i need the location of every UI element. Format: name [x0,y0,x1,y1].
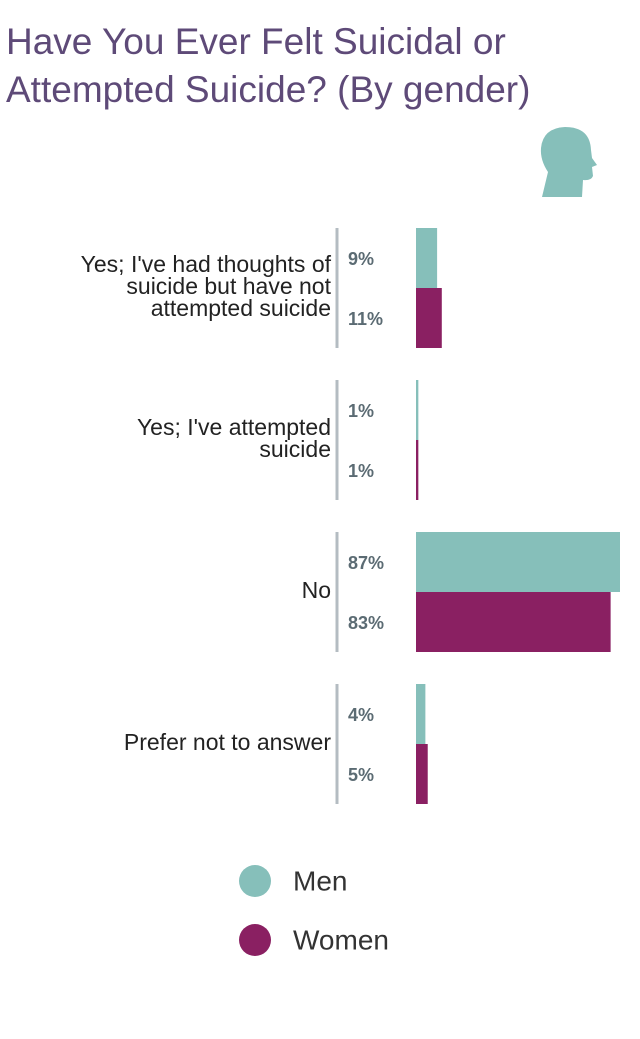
category-label: Prefer not to answer [123,729,331,755]
bar [416,288,442,348]
legend-label: Men [293,865,347,896]
bar [416,744,428,804]
legend-marker [239,865,271,897]
value-label: 5% [348,765,374,785]
value-label: 87% [348,553,384,573]
legend-label: Women [293,924,389,955]
chart-title: Have You Ever Felt Suicidal or Attempted… [6,21,531,110]
value-label: 11% [348,309,383,329]
value-label: 1% [348,401,374,421]
value-label: 1% [348,461,374,481]
category-label: Yes; I've attempted suicide [136,414,331,462]
bar [416,380,419,440]
head-icon [540,127,597,197]
category-label: Yes; I've had thoughts of suicide but ha… [80,251,331,321]
legend-marker [239,924,271,956]
bar [416,532,620,592]
bar [416,440,419,500]
category-label: No [301,577,331,603]
bar [416,592,611,652]
bar [416,684,426,744]
value-label: 83% [348,613,384,633]
value-label: 4% [348,705,374,725]
bar [416,228,438,288]
value-label: 9% [348,249,374,269]
